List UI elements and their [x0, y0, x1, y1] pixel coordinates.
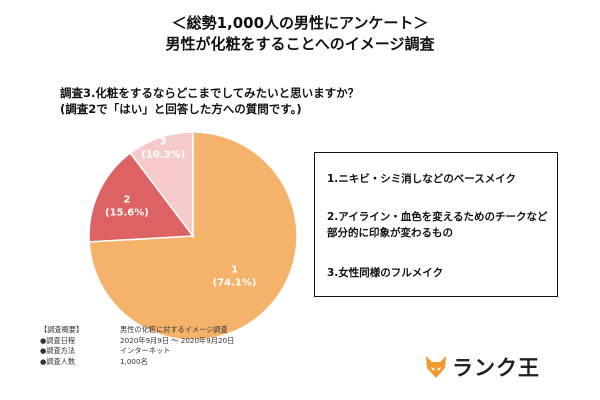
survey-key: ●調査人数 — [40, 356, 76, 366]
slice-label-3: 3 — [160, 136, 167, 147]
slice-percent-3: (10.3%) — [141, 149, 185, 160]
brand-name: ランク王 — [452, 356, 540, 380]
survey-key: ●調査日程 — [40, 335, 76, 345]
page-title: ＜総勢1,000人の男性にアンケート＞ — [171, 14, 429, 32]
pie-slice-2 — [88, 151, 195, 243]
legend-item-1: 1.ニキビ・シミ消しなどのベースメイク — [327, 173, 517, 185]
slice-label-1: 1 — [231, 264, 238, 275]
survey-row: ●調査日程 2020年9月9日 〜 2020年9月20日 — [40, 336, 234, 347]
survey-row: ●調査人数 1,000名 — [40, 357, 234, 368]
survey-value: 1,000名 — [120, 356, 148, 366]
survey-value: 2020年9月9日 〜 2020年9月20日 — [120, 335, 235, 345]
question-text: 調査3.化粧をするならどこまでしてみたいと思いますか？ — [60, 86, 360, 100]
pie-slice-3 — [129, 131, 194, 239]
slice-percent-1: (74.1%) — [213, 277, 257, 288]
slice-percent-2: (15.6%) — [105, 207, 149, 218]
survey-value: インターネット — [120, 346, 171, 355]
survey-row: 【調査概要】 男性の化粧に対するイメージ調査 — [40, 325, 234, 336]
survey-key: 【調査概要】 — [40, 325, 84, 334]
brand-logo: ランク王 — [424, 352, 540, 382]
survey-value: 男性の化粧に対するイメージ調査 — [120, 325, 228, 334]
legend-item-3: 3.女性同様のフルメイク — [327, 267, 444, 279]
chart-legend: 1.ニキビ・シミ消しなどのベースメイク 2.アイライン・血色を変えるためのチーク… — [314, 152, 558, 297]
slice-label-2: 2 — [123, 194, 130, 205]
page-subtitle: 男性が化粧をすることへのイメージ調査 — [165, 35, 435, 53]
fox-logo-icon — [426, 356, 446, 378]
survey-key: ●調査方法 — [40, 346, 76, 355]
question-note: (調査2で「はい」と回答した方への質問です。) — [60, 102, 302, 116]
legend-item-2: 2.アイライン・血色を変えるためのチークなど部分的に印象が変わるもの — [327, 211, 548, 239]
survey-row: ●調査方法 インターネット — [40, 346, 234, 357]
survey-summary: 【調査概要】 男性の化粧に対するイメージ調査 ●調査日程 2020年9月9日 〜… — [40, 325, 234, 367]
